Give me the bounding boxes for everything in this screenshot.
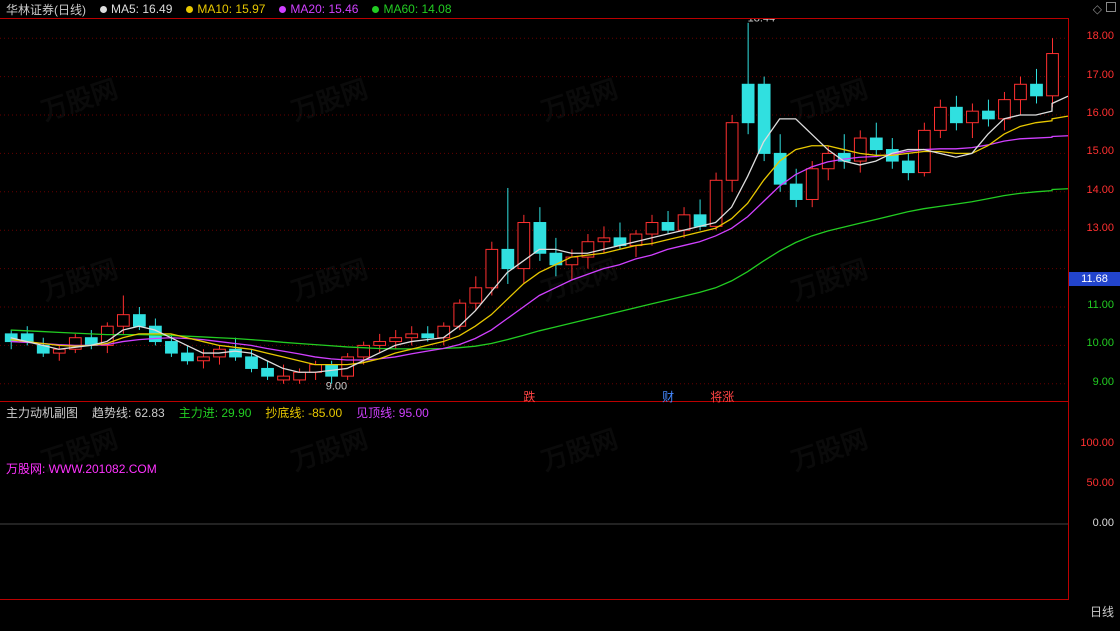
box-icon[interactable] <box>1106 2 1116 12</box>
main-chart-svg: 18.44 9.00 <box>0 19 1068 403</box>
chart-header: 华林证券(日线) MA5: 16.49 MA10: 15.97 MA20: 15… <box>0 0 1068 18</box>
sub-chart-svg <box>0 402 1068 600</box>
main-yaxis: 18.0017.0016.0015.0014.0013.0011.6811.00… <box>1068 18 1120 402</box>
stock-title: 华林证券(日线) <box>6 1 86 18</box>
ma5-legend: MA5: 16.49 <box>100 2 172 16</box>
sub-chart-panel[interactable]: 主力动机副图趋势线: 62.83主力进: 29.90抄底线: -85.00见顶线… <box>0 402 1068 600</box>
corner-controls: ◇ <box>1093 2 1116 16</box>
diamond-icon[interactable]: ◇ <box>1093 2 1102 16</box>
timeframe-label: 日线 <box>1090 603 1114 620</box>
ma10-legend: MA10: 15.97 <box>186 2 265 16</box>
sub-yaxis: 100.0050.000.00 <box>1068 402 1120 600</box>
ma20-legend: MA20: 15.46 <box>279 2 358 16</box>
svg-text:18.44: 18.44 <box>748 19 776 24</box>
ma60-legend: MA60: 14.08 <box>372 2 451 16</box>
xaxis: 日线 <box>0 600 1120 631</box>
main-chart-panel[interactable]: 18.44 9.00 <box>0 18 1068 402</box>
svg-text:9.00: 9.00 <box>326 381 347 393</box>
